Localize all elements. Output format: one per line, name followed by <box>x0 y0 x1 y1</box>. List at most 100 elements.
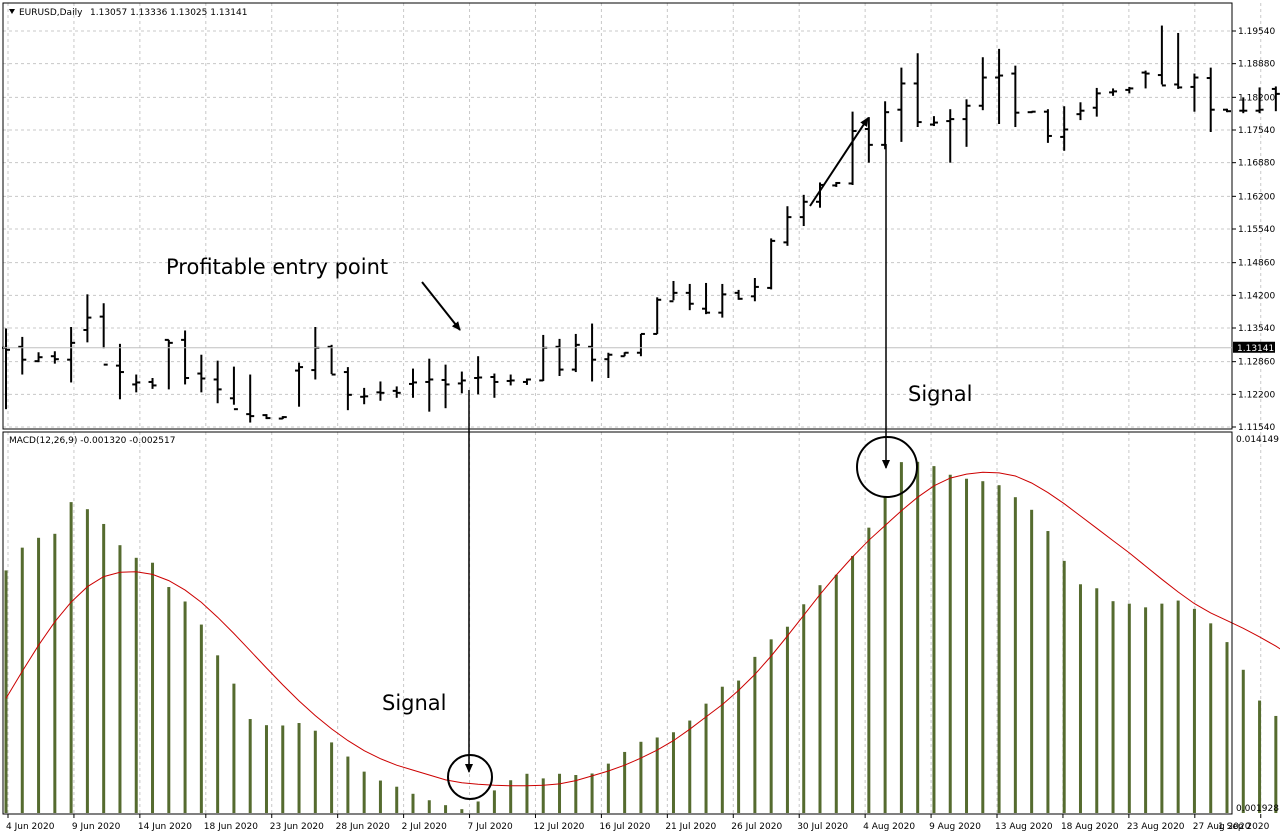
macd-histogram-bar <box>606 763 610 813</box>
ohlc-bar <box>750 278 759 302</box>
macd-histogram-bar <box>1160 603 1164 813</box>
macd-histogram-bar <box>395 786 399 813</box>
ohlc-bar <box>181 330 190 385</box>
ohlc-bar <box>946 109 955 163</box>
ohlc-bar <box>995 48 1004 125</box>
macd-histogram-bar <box>1241 669 1245 813</box>
ohlc-label: 1.13057 1.13336 1.13025 1.13141 <box>90 8 247 18</box>
ohlc-bar <box>620 351 629 358</box>
entry-point-label: Profitable entry point <box>166 255 388 279</box>
ohlc-bar <box>1206 67 1215 132</box>
price-tick-label: 1.14860 <box>1238 259 1275 269</box>
time-tick-label: 21 Jul 2020 <box>665 822 716 832</box>
ohlc-bar <box>897 67 906 142</box>
macd-histogram-bar <box>151 562 155 813</box>
ohlc-bar <box>1239 97 1248 114</box>
price-pane[interactable]: 1.19540 1.18880 1.18200 1.17540 1.16880 1.162… <box>2 0 1280 433</box>
ohlc-bar <box>636 332 645 357</box>
ohlc-bar <box>978 57 987 111</box>
ohlc-bar <box>783 206 792 246</box>
time-tick-label: 4 Jun 2020 <box>6 822 55 832</box>
ohlc-bar <box>864 117 873 163</box>
ohlc-bar <box>702 282 711 315</box>
price-bars <box>2 25 1280 423</box>
ohlc-bar <box>555 338 564 377</box>
time-tick-label: 4 Aug 2020 <box>863 822 915 832</box>
current-price-marker <box>1233 341 1275 353</box>
ohlc-bar <box>604 352 613 378</box>
macd-histogram-bar <box>362 771 366 813</box>
macd-histogram-bar <box>753 656 757 813</box>
macd-histogram-bar <box>541 778 545 813</box>
macd-histogram-bar <box>1062 560 1066 813</box>
macd-histogram-bar <box>802 604 806 813</box>
price-tick-label: 1.11540 <box>1238 423 1275 433</box>
price-tick-label: 1.16200 <box>1238 192 1275 202</box>
price-pane-border <box>2 2 1233 430</box>
price-tick-label: 1.18200 <box>1238 93 1275 103</box>
time-tick-label: 9 Jun 2020 <box>72 822 121 832</box>
ohlc-bar <box>246 374 255 423</box>
macd-histogram-bar <box>281 725 285 813</box>
signal-line <box>5 471 1280 787</box>
ohlc-bar <box>1043 109 1052 143</box>
symbol-dropdown-icon[interactable] <box>9 9 15 14</box>
price-tick-label: 1.16880 <box>1238 159 1275 169</box>
macd-histogram-bar <box>20 547 24 813</box>
ohlc-bar <box>34 352 43 363</box>
signal-circle-2 <box>856 436 918 498</box>
macd-histogram-bar <box>558 773 562 813</box>
macd-histogram-bar <box>1192 608 1196 813</box>
ohlc-bar <box>522 378 531 385</box>
time-tick-label: 9 Aug 2020 <box>929 822 981 832</box>
macd-histogram-bar <box>785 626 789 813</box>
macd-histogram-bar <box>183 601 187 813</box>
macd-histogram-bar <box>37 537 41 813</box>
ohlc-bar <box>1060 106 1069 151</box>
ohlc-bar <box>83 294 92 343</box>
macd-histogram-bar <box>1046 531 1050 813</box>
macd-histogram-bar <box>1225 642 1229 813</box>
ohlc-bar <box>685 283 694 311</box>
macd-histogram-bar <box>525 773 529 813</box>
ohlc-bar <box>718 283 727 318</box>
ohlc-bar <box>18 336 27 375</box>
macd-pane[interactable]: MACD(12,26,9) -0.001320 -0.002517 0.0141… <box>2 431 1280 815</box>
macd-histogram-bar <box>932 466 936 813</box>
price-tick-label: 1.12200 <box>1238 390 1275 400</box>
macd-histogram-bar <box>444 805 448 813</box>
macd-histogram-bar <box>655 737 659 813</box>
top-arrow <box>809 117 869 207</box>
ohlc-bar <box>360 387 369 405</box>
macd-histogram-bar <box>118 545 122 813</box>
time-tick-label: 18 Jun 2020 <box>204 822 258 832</box>
macd-histogram-bar <box>492 790 496 813</box>
ohlc-bar <box>767 238 776 290</box>
macd-histogram-bar <box>883 495 887 813</box>
time-tick-label: 14 Jun 2020 <box>138 822 192 832</box>
macd-histogram-bar <box>1095 588 1099 813</box>
signal-label-2: Signal <box>908 382 973 406</box>
ohlc-bar <box>571 333 580 373</box>
macd-histogram-bar <box>4 570 8 813</box>
macd-histogram-bar <box>1078 584 1082 813</box>
ohlc-bar <box>832 181 841 187</box>
macd-histogram-bar <box>427 800 431 813</box>
ohlc-bar <box>376 381 385 401</box>
annotations: Profitable entry point Signal Signal <box>166 117 973 800</box>
price-tick-label: 1.15540 <box>1238 225 1275 235</box>
macd-histogram-bar <box>1274 715 1278 813</box>
macd-histogram-bar <box>590 773 594 813</box>
time-tick-label: 12 Jul 2020 <box>533 822 584 832</box>
macd-histogram-bar <box>704 703 708 813</box>
macd-histogram-bar <box>330 742 334 813</box>
macd-y-max-label: 0.014149 <box>1236 435 1279 445</box>
macd-histogram-bar <box>134 557 138 813</box>
macd-pane-border <box>2 431 1233 815</box>
symbol-label[interactable]: EURUSD,Daily <box>19 8 83 18</box>
ohlc-bar <box>425 358 434 412</box>
ohlc-bar <box>1109 88 1118 96</box>
ohlc-bar <box>490 373 499 398</box>
time-tick-label: 16 Jul 2020 <box>599 822 650 832</box>
